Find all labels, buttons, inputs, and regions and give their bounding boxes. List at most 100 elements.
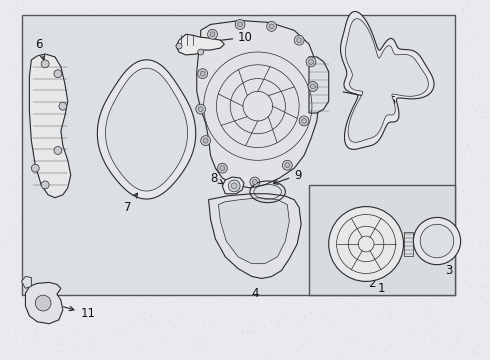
Point [379, 120, 387, 125]
Point [349, 152, 357, 157]
Point [269, 107, 277, 113]
Point [11, 109, 19, 115]
Point [481, 189, 489, 195]
Point [342, 155, 349, 161]
Point [89, 94, 97, 99]
Point [267, 190, 275, 195]
Point [292, 18, 300, 23]
Point [194, 338, 201, 344]
Point [28, 112, 36, 118]
Point [244, 69, 252, 75]
Point [150, 88, 158, 94]
Point [245, 3, 253, 8]
Point [111, 118, 119, 123]
Point [273, 76, 281, 81]
Point [3, 144, 11, 150]
Point [348, 325, 356, 330]
Point [476, 285, 484, 291]
Point [208, 318, 216, 324]
Point [20, 212, 28, 218]
Point [248, 120, 256, 126]
Point [30, 163, 38, 168]
Circle shape [294, 35, 304, 45]
Point [33, 116, 41, 122]
Point [85, 197, 93, 203]
Point [16, 59, 24, 64]
Point [135, 314, 143, 319]
Point [461, 174, 469, 180]
Point [438, 248, 445, 254]
Point [373, 60, 381, 66]
Point [130, 103, 138, 109]
Point [78, 69, 86, 75]
Point [223, 17, 231, 23]
Point [98, 306, 105, 312]
Point [59, 8, 67, 14]
Point [461, 44, 469, 50]
Point [221, 255, 229, 261]
Point [219, 98, 227, 104]
Point [227, 195, 235, 201]
Point [420, 339, 428, 345]
Circle shape [196, 104, 206, 114]
Point [389, 5, 396, 10]
Point [366, 31, 374, 37]
Point [342, 18, 349, 24]
Point [444, 31, 452, 36]
Point [164, 86, 172, 92]
Point [443, 306, 451, 312]
Point [221, 230, 229, 235]
Point [196, 91, 204, 97]
Point [63, 17, 71, 23]
Point [41, 251, 49, 256]
Point [334, 128, 342, 134]
Point [96, 111, 104, 117]
Point [40, 273, 48, 278]
Point [132, 89, 140, 95]
Point [375, 161, 383, 167]
Point [4, 297, 12, 303]
Point [468, 72, 476, 77]
Point [272, 189, 280, 194]
Point [223, 200, 231, 206]
Point [261, 234, 269, 239]
Point [165, 238, 172, 244]
Point [372, 285, 380, 291]
Point [84, 71, 92, 77]
Point [58, 144, 66, 149]
Circle shape [308, 82, 318, 91]
Point [354, 301, 362, 307]
Point [21, 126, 28, 132]
Point [366, 82, 374, 88]
Point [429, 160, 437, 166]
Point [77, 216, 85, 222]
Point [61, 343, 69, 349]
Point [455, 158, 463, 164]
Point [62, 134, 70, 139]
Point [63, 219, 71, 224]
Point [296, 321, 304, 327]
Point [242, 226, 249, 232]
Point [386, 140, 394, 146]
Point [32, 48, 40, 54]
Point [185, 235, 193, 241]
Point [143, 14, 151, 20]
Point [399, 184, 407, 189]
Point [94, 142, 102, 148]
Point [54, 19, 62, 24]
Point [423, 167, 431, 172]
Point [111, 29, 119, 35]
Point [473, 202, 481, 207]
Point [201, 221, 209, 227]
Point [221, 70, 229, 76]
Point [95, 291, 103, 296]
Point [277, 132, 285, 138]
Point [385, 84, 393, 90]
Point [299, 212, 307, 217]
Point [139, 158, 147, 163]
Point [34, 343, 42, 348]
Point [39, 17, 47, 22]
Point [128, 51, 136, 57]
Point [333, 245, 341, 251]
Point [339, 261, 347, 267]
